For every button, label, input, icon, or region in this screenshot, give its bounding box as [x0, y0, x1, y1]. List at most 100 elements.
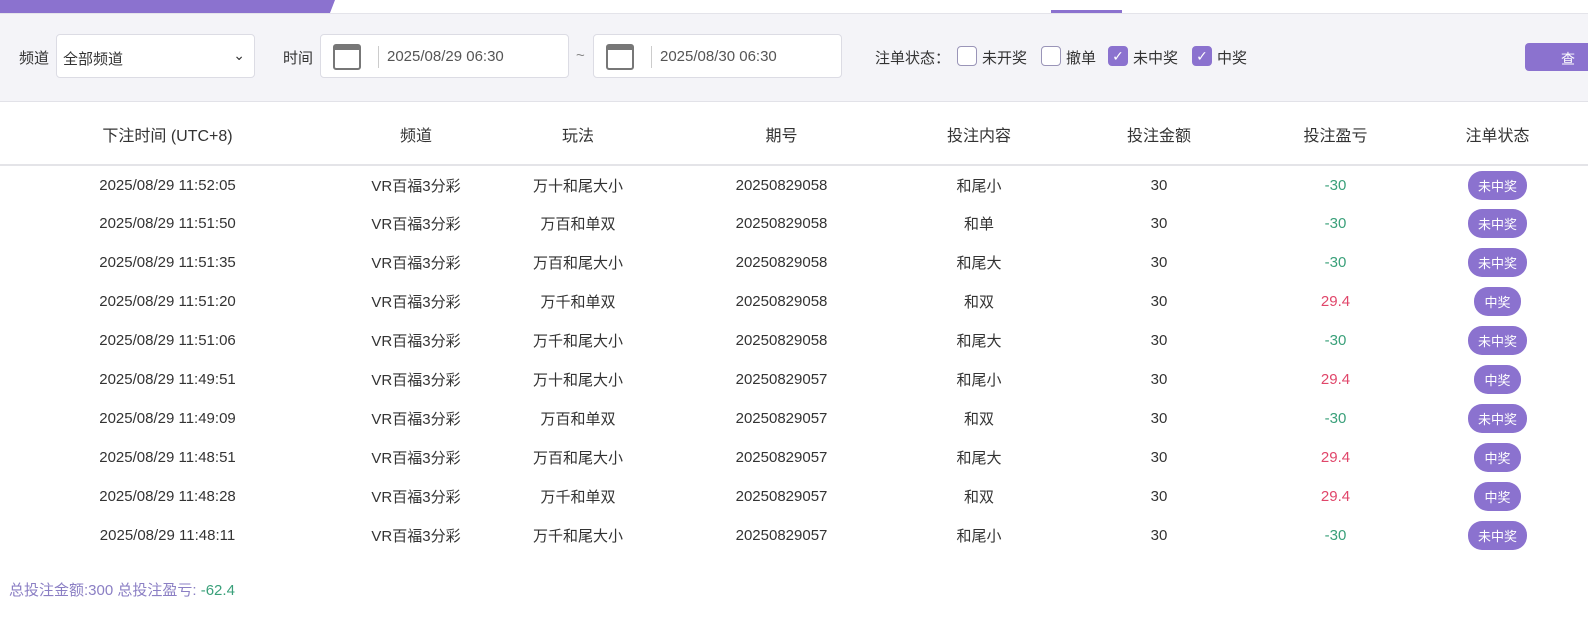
- status-cell: 中奖: [1407, 282, 1588, 321]
- table-cell: 万千和尾大小: [532, 333, 623, 350]
- table-row: 2025/08/29 11:51:06 VR百福3分彩 万千和尾大小 20250829…: [0, 321, 1588, 360]
- table-cell: 30: [1150, 176, 1168, 194]
- status-cell: 未中奖: [1407, 321, 1588, 360]
- table-cell: 20250829058: [735, 215, 828, 232]
- status-option-label: 撤单: [1066, 50, 1097, 67]
- table-cell: VR百福3分彩: [371, 294, 461, 311]
- checkbox-not-won[interactable]: ✓: [1108, 46, 1128, 66]
- checkbox-unopened[interactable]: [957, 46, 977, 66]
- status-cell: 中奖: [1407, 438, 1588, 477]
- checkbox-cancelled[interactable]: [1041, 46, 1061, 66]
- status-option-label: 未中奖: [1133, 50, 1179, 67]
- end-date-input[interactable]: 2025/08/30 06:30: [593, 34, 842, 78]
- table-row: 2025/08/29 11:48:51 VR百福3分彩 万百和尾大小 20250829…: [0, 438, 1588, 477]
- table-cell: 和尾大: [956, 450, 1002, 467]
- table-cell: 和双: [963, 411, 994, 428]
- table-cell: 万百和单双: [540, 216, 616, 233]
- channel-label: 频道: [19, 50, 50, 67]
- table-cell: 2025/08/29 11:48:51: [99, 449, 236, 466]
- table-row: 2025/08/29 11:48:11 VR百福3分彩 万千和尾大小 20250829…: [0, 516, 1588, 555]
- table-cell: 2025/08/29 11:48:11: [99, 527, 236, 544]
- summary: 总投注金额:300 总投注盈亏: -62.4: [9, 579, 235, 600]
- table-cell: 和尾小: [956, 528, 1002, 545]
- status-option-label: 中奖: [1217, 50, 1248, 67]
- table-row: 2025/08/29 11:49:09 VR百福3分彩 万百和单双 202508290…: [0, 399, 1588, 438]
- status-badge: 中奖: [1474, 365, 1521, 394]
- column-header: 注单状态: [1407, 104, 1588, 166]
- table-cell: 和尾小: [956, 177, 1002, 195]
- table-cell: 和双: [963, 489, 994, 506]
- table-cell: 29.4: [1320, 449, 1351, 466]
- table-cell: 30: [1150, 410, 1168, 427]
- column-header: 玩法: [497, 104, 659, 166]
- status-badge: 未中奖: [1467, 404, 1527, 433]
- status-badge: 未中奖: [1467, 521, 1527, 550]
- table-cell: VR百福3分彩: [371, 450, 461, 467]
- table-cell: 2025/08/29 11:48:28: [99, 488, 236, 505]
- table-cell: 30: [1150, 527, 1168, 544]
- table-cell: 万十和尾大小: [532, 372, 623, 389]
- table-cell: 2025/08/29 11:51:20: [99, 293, 236, 310]
- table-cell: 和单: [963, 216, 994, 233]
- table-cell: 和双: [963, 294, 994, 311]
- checkbox-won[interactable]: ✓: [1192, 46, 1212, 66]
- table-cell: 20250829057: [735, 449, 828, 466]
- table-cell: -30: [1324, 527, 1347, 544]
- table-cell: 2025/08/29 11:49:09: [99, 410, 236, 427]
- query-button[interactable]: 查: [1525, 43, 1588, 71]
- total-pl-label: 总投注盈亏:: [117, 582, 197, 599]
- column-header: 下注时间 (UTC+8): [0, 104, 335, 166]
- table-cell: 30: [1150, 371, 1168, 388]
- status-badge: 中奖: [1474, 482, 1521, 511]
- column-header: 期号: [659, 104, 904, 166]
- table-cell: 万千和尾大小: [532, 528, 623, 545]
- table-cell: 万千和单双: [540, 489, 616, 506]
- time-label: 时间: [283, 50, 314, 67]
- table-cell: 20250829057: [735, 371, 828, 388]
- table-cell: 30: [1150, 449, 1168, 466]
- end-date-value: 2025/08/30 06:30: [660, 48, 777, 65]
- range-separator: ~: [576, 47, 585, 64]
- table-cell: 30: [1150, 332, 1168, 349]
- table-cell: 20250829057: [735, 488, 828, 505]
- status-badge: 未中奖: [1467, 248, 1527, 277]
- top-tab-bar: [0, 0, 1588, 14]
- start-date-input[interactable]: 2025/08/29 06:30: [320, 34, 569, 78]
- table-cell: 2025/08/29 11:49:51: [99, 371, 236, 388]
- table-cell: 30: [1150, 215, 1168, 232]
- status-cell: 未中奖: [1407, 243, 1588, 282]
- table-row: 2025/08/29 11:48:28 VR百福3分彩 万千和单双 202508290…: [0, 477, 1588, 516]
- table-cell: -30: [1324, 254, 1347, 271]
- status-cell: 未中奖: [1407, 399, 1588, 438]
- table-cell: 29.4: [1320, 488, 1351, 505]
- status-badge: 中奖: [1474, 443, 1521, 472]
- table-cell: 20250829057: [735, 410, 828, 427]
- calendar-icon: [606, 44, 634, 70]
- status-cell: 中奖: [1407, 477, 1588, 516]
- status-badge: 未中奖: [1467, 326, 1527, 355]
- chevron-down-icon: ⌄: [233, 47, 245, 63]
- table-row: 2025/08/29 11:49:51 VR百福3分彩 万十和尾大小 20250829…: [0, 360, 1588, 399]
- table-cell: VR百福3分彩: [371, 528, 461, 545]
- status-option-label: 未开奖: [982, 50, 1028, 67]
- table-cell: 20250829058: [735, 254, 828, 271]
- table-cell: VR百福3分彩: [371, 216, 461, 233]
- table-cell: 30: [1150, 293, 1168, 310]
- table-cell: 29.4: [1320, 371, 1351, 388]
- table-cell: -30: [1324, 410, 1347, 427]
- status-badge: 未中奖: [1467, 170, 1527, 200]
- table-row: 2025/08/29 11:51:35 VR百福3分彩 万百和尾大小 20250829…: [0, 243, 1588, 282]
- table-cell: 30: [1150, 488, 1168, 505]
- table-row: 2025/08/29 11:52:05 VR百福3分彩 万十和尾大小 20250829…: [0, 165, 1588, 204]
- channel-select[interactable]: 全部频道 ⌄: [56, 34, 255, 78]
- table-cell: 和尾小: [956, 372, 1002, 389]
- active-tab[interactable]: [0, 0, 335, 13]
- table-cell: 20250829057: [735, 527, 828, 544]
- calendar-icon: [333, 44, 361, 70]
- table-cell: 29.4: [1320, 293, 1351, 310]
- table-cell: 30: [1150, 254, 1168, 271]
- table-cell: 2025/08/29 11:51:35: [99, 254, 236, 271]
- status-cell: 未中奖: [1407, 165, 1588, 204]
- table-cell: 万百和尾大小: [532, 255, 623, 272]
- table-row: 2025/08/29 11:51:50 VR百福3分彩 万百和单双 202508290…: [0, 204, 1588, 243]
